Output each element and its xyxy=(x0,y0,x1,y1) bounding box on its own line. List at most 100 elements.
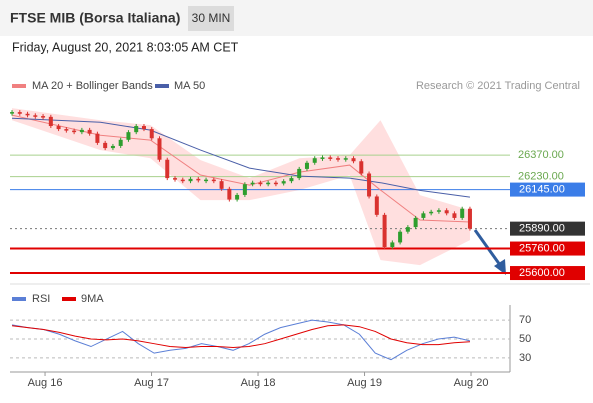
x-tick-label: Aug 18 xyxy=(241,377,276,389)
candle xyxy=(87,129,92,134)
timeframe-button[interactable] xyxy=(188,6,234,31)
candle xyxy=(95,133,100,143)
candle xyxy=(157,138,162,160)
candle xyxy=(126,132,131,140)
candle xyxy=(103,142,108,149)
source: Research © 2021 Trading Central xyxy=(416,80,580,92)
candle xyxy=(10,112,15,114)
x-tick-label: Aug 16 xyxy=(28,377,63,389)
candle xyxy=(79,129,84,133)
candle xyxy=(149,129,154,139)
candle xyxy=(436,210,441,212)
level-label: 25890.00 xyxy=(519,223,565,235)
legend-label: MA 20 + Bollinger Bands xyxy=(32,80,153,92)
legend-swatch xyxy=(155,84,169,88)
candle xyxy=(25,113,30,116)
level-label: 25600.00 xyxy=(519,267,565,279)
candle xyxy=(421,213,426,218)
x-tick-label: Aug 20 xyxy=(454,377,489,389)
candle xyxy=(41,116,46,118)
candle xyxy=(196,178,201,181)
rsi-line xyxy=(11,319,471,361)
candle xyxy=(467,208,472,229)
level-label: 26230.00 xyxy=(518,170,564,182)
candle xyxy=(235,194,240,200)
level-label-box xyxy=(510,266,585,281)
candle xyxy=(165,159,170,179)
candle xyxy=(204,179,209,182)
candle xyxy=(110,145,115,149)
arrow-head xyxy=(494,259,506,275)
candle xyxy=(173,178,178,180)
candle xyxy=(367,173,372,197)
level-label-box xyxy=(510,221,585,236)
candle xyxy=(444,210,449,214)
candle xyxy=(227,188,232,200)
candle xyxy=(250,182,255,185)
candle xyxy=(320,157,325,159)
datetime: Friday, August 20, 2021 8:03:05 AM CET xyxy=(12,40,239,54)
candle xyxy=(242,184,247,195)
rsi-line xyxy=(11,324,470,348)
candle xyxy=(297,168,302,179)
candle xyxy=(351,158,356,162)
level-label: 25760.00 xyxy=(519,242,565,254)
timeframe-label[interactable]: 30 MIN xyxy=(192,11,231,25)
ma-line xyxy=(11,114,470,223)
candle xyxy=(312,158,317,163)
y-tick-label: 30 xyxy=(519,352,531,364)
candle xyxy=(56,126,61,130)
candle xyxy=(304,162,309,169)
candle xyxy=(398,231,403,243)
candle xyxy=(460,208,465,218)
legend-swatch xyxy=(62,297,76,301)
candle xyxy=(258,182,263,185)
legend-swatch xyxy=(12,297,26,301)
candle xyxy=(413,217,418,228)
candle xyxy=(266,182,271,185)
level-label-box xyxy=(510,182,585,197)
candle xyxy=(405,227,410,232)
candle xyxy=(328,157,333,159)
legend-label: MA 50 xyxy=(174,80,205,92)
level-label: 26145.00 xyxy=(519,183,565,195)
candle xyxy=(390,242,395,248)
candle xyxy=(273,182,278,185)
header-bar xyxy=(0,0,593,36)
candle xyxy=(64,129,69,131)
x-tick-label: Aug 17 xyxy=(134,377,169,389)
candle xyxy=(48,116,53,127)
arrow xyxy=(473,229,502,266)
candle xyxy=(374,196,379,215)
legend-label: 9MA xyxy=(81,293,104,305)
y-tick-label: 70 xyxy=(519,314,531,326)
candle xyxy=(180,179,185,182)
bollinger-band xyxy=(12,108,470,266)
x-tick-label: Aug 19 xyxy=(347,377,382,389)
candle xyxy=(219,181,224,189)
candle xyxy=(452,213,457,218)
legend-swatch xyxy=(12,84,26,88)
candle xyxy=(141,126,146,130)
ma-line xyxy=(12,117,471,198)
candle xyxy=(359,161,364,174)
candle xyxy=(33,115,38,117)
y-tick-label: 50 xyxy=(519,333,531,345)
legend-label: RSI xyxy=(32,293,50,305)
candle xyxy=(118,139,123,146)
candle xyxy=(429,211,434,214)
candle xyxy=(17,112,22,114)
level-label: 26370.00 xyxy=(518,149,564,161)
title: FTSE MIB (Borsa Italiana) xyxy=(10,10,180,26)
level-label-box xyxy=(510,241,585,256)
candle xyxy=(211,179,216,182)
candle xyxy=(72,130,77,133)
candle xyxy=(343,158,348,160)
candle xyxy=(281,181,286,184)
candle xyxy=(382,214,387,248)
candle xyxy=(336,158,341,160)
candle xyxy=(188,178,193,182)
candle xyxy=(289,178,294,182)
candle xyxy=(134,126,139,133)
